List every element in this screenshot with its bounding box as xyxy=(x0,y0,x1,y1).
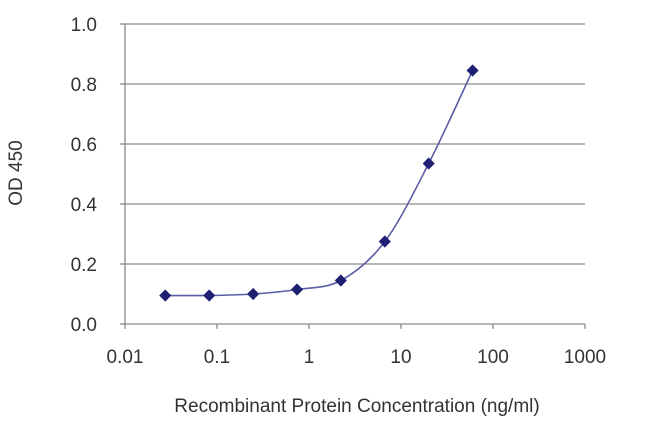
label-layer: 0.0 0.2 0.4 0.6 0.8 1.0 0.01 0.1 1 10 100 1000 xyxy=(71,15,607,368)
axis-layer xyxy=(120,23,586,329)
series-line xyxy=(165,70,474,297)
series-layer xyxy=(159,64,479,302)
y-tick-label: 1.0 xyxy=(71,15,97,36)
x-tick-label: 1000 xyxy=(564,347,606,368)
data-point-marker xyxy=(159,289,172,302)
grid-layer xyxy=(125,23,585,265)
data-point-marker xyxy=(290,283,304,296)
y-axis-title: OD 450 xyxy=(6,140,27,205)
y-tick-label: 0.8 xyxy=(71,75,97,96)
y-tick-label: 0.4 xyxy=(71,195,98,216)
x-tick-label: 100 xyxy=(477,347,509,368)
data-point-marker xyxy=(466,64,479,77)
y-tick-label: 0.2 xyxy=(71,255,97,276)
x-axis-title: Recombinant Protein Concentration (ng/ml… xyxy=(174,396,539,417)
x-tick-label: 1 xyxy=(304,347,315,368)
data-point-marker xyxy=(422,157,435,170)
data-point-marker xyxy=(203,289,216,302)
y-tick-label: 0.0 xyxy=(71,315,97,336)
x-tick-label: 0.01 xyxy=(107,347,144,368)
x-tick-label: 0.1 xyxy=(204,347,230,368)
data-point-marker xyxy=(334,274,347,287)
x-tick-label: 10 xyxy=(390,347,411,368)
y-tick-label: 0.6 xyxy=(71,135,97,156)
data-point-marker xyxy=(378,235,391,248)
data-point-marker xyxy=(247,287,260,301)
